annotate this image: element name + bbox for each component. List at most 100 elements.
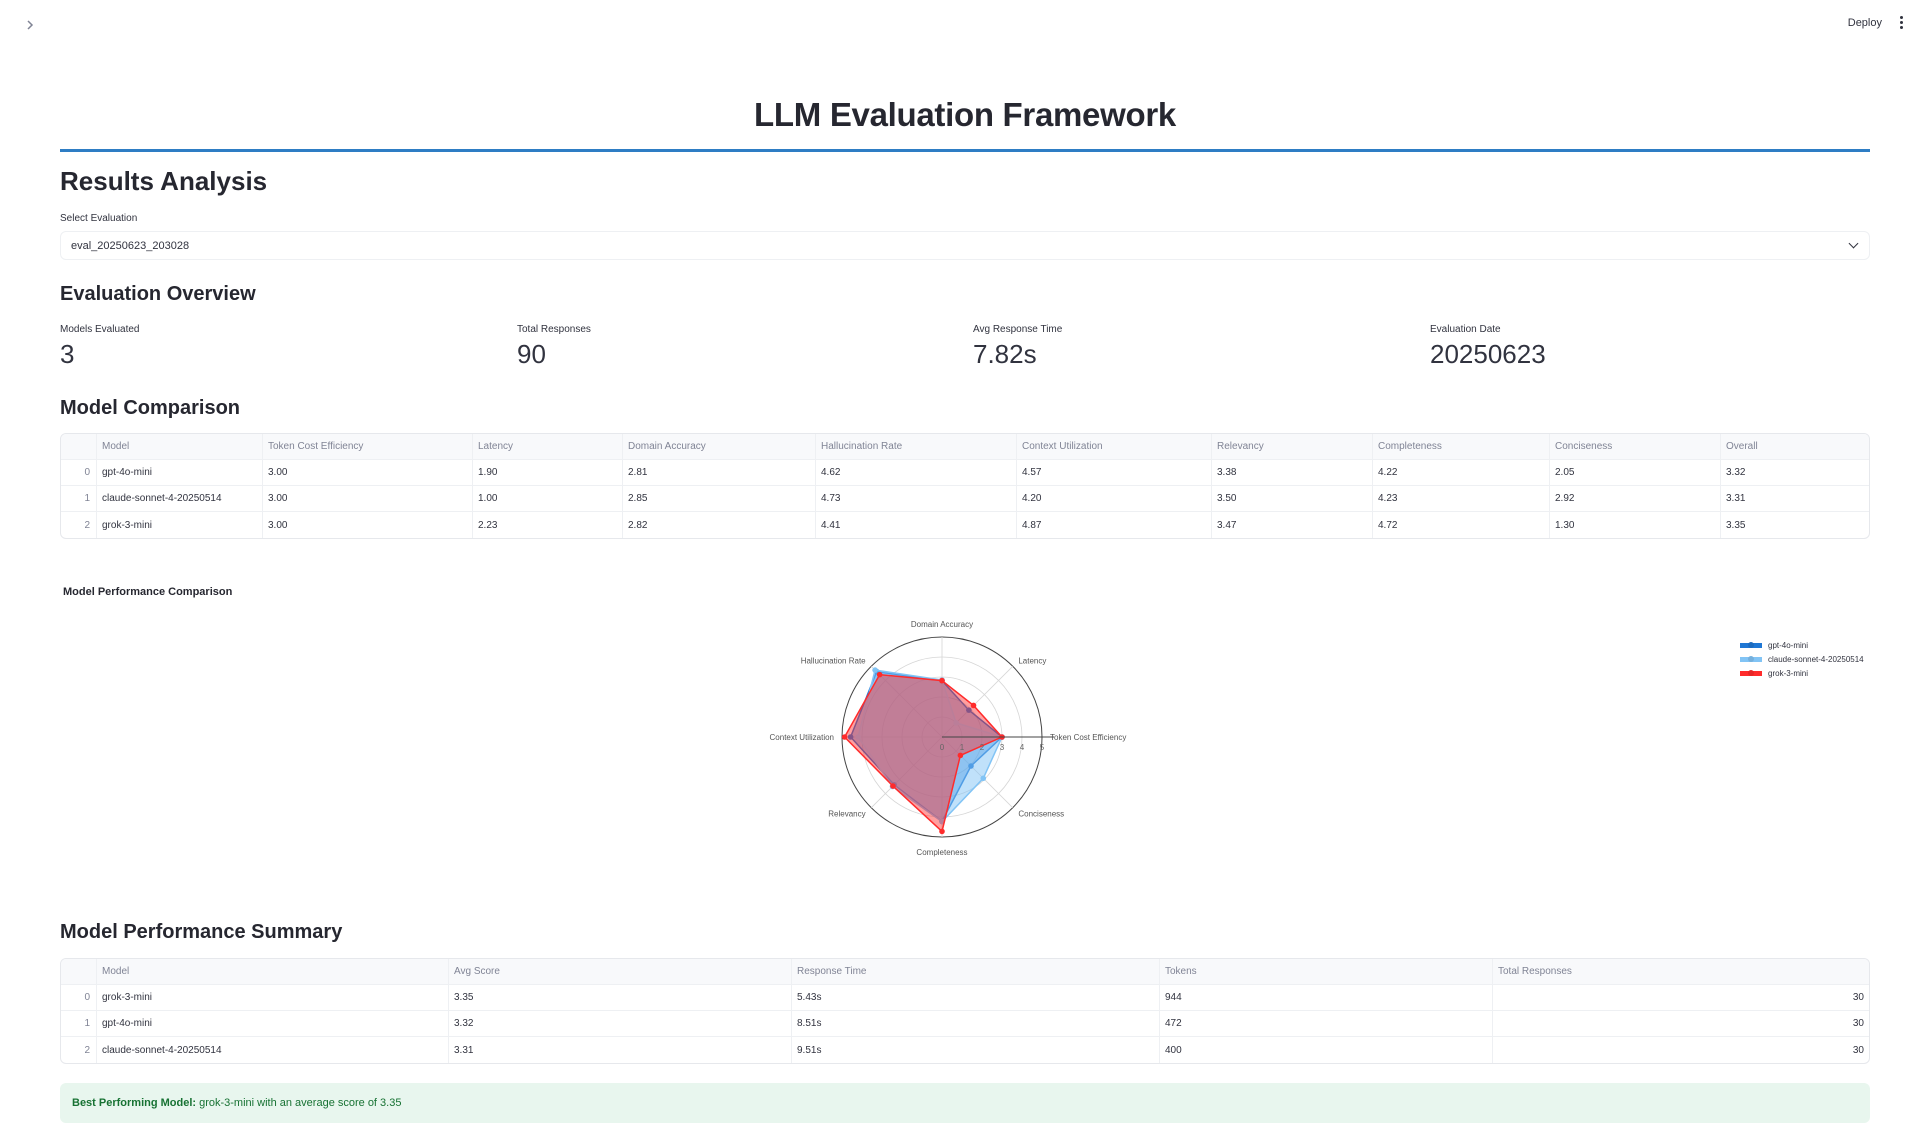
cell[interactable]: 4.57 <box>1017 460 1212 486</box>
cell-model[interactable]: claude-sonnet-4-20250514 <box>97 1037 449 1063</box>
legend-item[interactable]: grok-3-mini <box>1740 666 1864 680</box>
cell[interactable]: 3.50 <box>1212 486 1373 512</box>
legend-item[interactable]: gpt-4o-mini <box>1740 638 1864 652</box>
radar-data-point[interactable] <box>953 720 959 726</box>
cell[interactable]: 3.38 <box>1212 460 1373 486</box>
column-header[interactable]: Tokens <box>1160 959 1493 985</box>
radar-data-point[interactable] <box>876 671 883 678</box>
cell[interactable]: 3.35 <box>1726 519 1746 531</box>
select-evaluation-dropdown[interactable]: eval_20250623_203028 <box>60 231 1870 260</box>
cell[interactable]: 3.00 <box>263 512 473 538</box>
column-header[interactable]: Model <box>97 434 263 460</box>
cell[interactable]: 5.43s <box>792 985 1160 1011</box>
cell[interactable]: 9.51s <box>792 1037 1160 1063</box>
metric-label: Avg Response Time <box>973 324 1063 335</box>
cell[interactable]: 4.87 <box>1017 512 1212 538</box>
cell-model[interactable]: gpt-4o-mini <box>97 460 263 486</box>
cell[interactable]: 3.00 <box>263 486 473 512</box>
radar-data-point[interactable] <box>970 702 977 709</box>
table-row[interactable]: 0 grok-3-mini 3.35 5.43s 944 30 <box>61 985 1869 1011</box>
metric-avg-response-time: Avg Response Time 7.82s <box>973 324 1062 370</box>
radial-tick-label: 5 <box>1040 743 1045 752</box>
cell[interactable]: 4.23 <box>1373 486 1550 512</box>
radar-category-label: Completeness <box>916 848 967 857</box>
radar-data-point[interactable] <box>872 667 878 673</box>
cell[interactable]: 4.20 <box>1017 486 1212 512</box>
cell[interactable]: 2.23 <box>473 512 623 538</box>
cell[interactable]: 4.41 <box>816 512 1017 538</box>
column-header[interactable]: Completeness <box>1373 434 1550 460</box>
table-row[interactable]: 2 grok-3-mini 3.00 2.23 2.82 4.41 4.87 3… <box>61 512 1869 538</box>
column-header[interactable]: Avg Score <box>449 959 792 985</box>
chevron-down-icon <box>1848 238 1859 249</box>
cell[interactable]: 4.62 <box>816 460 1017 486</box>
table-row[interactable]: 2 claude-sonnet-4-20250514 3.31 9.51s 40… <box>61 1037 1869 1063</box>
radar-data-point[interactable] <box>847 734 854 740</box>
radar-data-point[interactable] <box>980 775 987 782</box>
column-header[interactable]: Total Responses <box>1493 959 1869 985</box>
cell[interactable]: 1.00 <box>473 486 623 512</box>
cell[interactable]: 3.32 <box>1721 460 1869 486</box>
table-row[interactable]: 1 claude-sonnet-4-20250514 3.00 1.00 2.8… <box>61 486 1869 512</box>
radar-data-point[interactable] <box>939 828 945 835</box>
cell[interactable]: 4.73 <box>816 486 1017 512</box>
cell[interactable]: 2.05 <box>1550 460 1721 486</box>
sidebar-toggle-button[interactable] <box>24 19 40 35</box>
cell[interactable]: 3.00 <box>263 460 473 486</box>
column-header[interactable]: Relevancy <box>1212 434 1373 460</box>
column-header[interactable]: Response Time <box>792 959 1160 985</box>
legend-item[interactable]: claude-sonnet-4-20250514 <box>1740 652 1864 666</box>
column-header[interactable]: Conciseness <box>1550 434 1721 460</box>
cell[interactable]: 3.31 <box>449 1037 792 1063</box>
vertical-ellipsis-icon[interactable] <box>1900 16 1904 29</box>
radar-data-point[interactable] <box>957 752 964 759</box>
cell[interactable]: 30 <box>1852 1044 1864 1056</box>
radial-tick-label: 1 <box>960 743 965 752</box>
column-header[interactable]: Context Utilization <box>1017 434 1212 460</box>
cell[interactable]: 2.82 <box>623 512 816 538</box>
model-summary-table[interactable]: Model Avg Score Response Time Tokens Tot… <box>60 958 1870 1064</box>
radar-chart[interactable]: 0 1 2 3 4 5 Token Cost Efficiency Latency Domain… <box>680 605 1200 875</box>
column-header[interactable]: Hallucination Rate <box>816 434 1017 460</box>
column-header[interactable]: Overall <box>1721 434 1869 460</box>
column-header[interactable]: Token Cost Efficiency <box>263 434 473 460</box>
column-header[interactable]: Model <box>97 959 449 985</box>
cell[interactable]: 472 <box>1160 1011 1493 1037</box>
deploy-button[interactable]: Deploy <box>1847 16 1882 29</box>
cell[interactable]: 4.72 <box>1373 512 1550 538</box>
column-header[interactable] <box>61 434 97 460</box>
cell-model[interactable]: claude-sonnet-4-20250514 <box>97 486 263 512</box>
cell[interactable]: 8.51s <box>792 1011 1160 1037</box>
column-header[interactable] <box>61 959 97 985</box>
cell[interactable]: 1.30 <box>1550 512 1721 538</box>
table-row[interactable]: 1 gpt-4o-mini 3.32 8.51s 472 30 <box>61 1011 1869 1037</box>
radar-data-point[interactable] <box>855 734 861 740</box>
cell[interactable]: 2.81 <box>623 460 816 486</box>
cell[interactable]: 3.47 <box>1212 512 1373 538</box>
cell[interactable]: 4.22 <box>1373 460 1550 486</box>
radar-data-point[interactable] <box>841 734 848 740</box>
cell[interactable]: 30 <box>1493 1011 1869 1037</box>
cell[interactable]: 944 <box>1160 985 1493 1011</box>
radar-category-label: Relevancy <box>828 809 865 818</box>
cell[interactable]: 3.31 <box>1721 486 1869 512</box>
legend-label: grok-3-mini <box>1768 668 1809 678</box>
cell-model[interactable]: gpt-4o-mini <box>97 1011 449 1037</box>
column-header[interactable]: Domain Accuracy <box>623 434 816 460</box>
column-header[interactable]: Latency <box>473 434 623 460</box>
cell[interactable]: 3.32 <box>449 1011 792 1037</box>
cell[interactable]: 2.92 <box>1550 486 1721 512</box>
radar-data-point[interactable] <box>939 677 945 684</box>
cell[interactable]: 30 <box>1493 985 1869 1011</box>
cell[interactable]: 2.85 <box>623 486 816 512</box>
cell[interactable]: 3.35 <box>449 985 792 1011</box>
cell[interactable]: 400 <box>1160 1037 1493 1063</box>
cell-model[interactable]: grok-3-mini <box>97 512 263 538</box>
radar-data-point[interactable] <box>966 707 972 713</box>
radar-data-point[interactable] <box>890 783 896 789</box>
table-row[interactable]: 0 gpt-4o-mini 3.00 1.90 2.81 4.62 4.57 3… <box>61 460 1869 486</box>
cell[interactable]: 1.90 <box>473 460 623 486</box>
model-comparison-table[interactable]: Model Token Cost Efficiency Latency Doma… <box>60 433 1870 539</box>
legend-swatch-icon <box>1740 656 1762 662</box>
cell-model[interactable]: grok-3-mini <box>97 985 449 1011</box>
